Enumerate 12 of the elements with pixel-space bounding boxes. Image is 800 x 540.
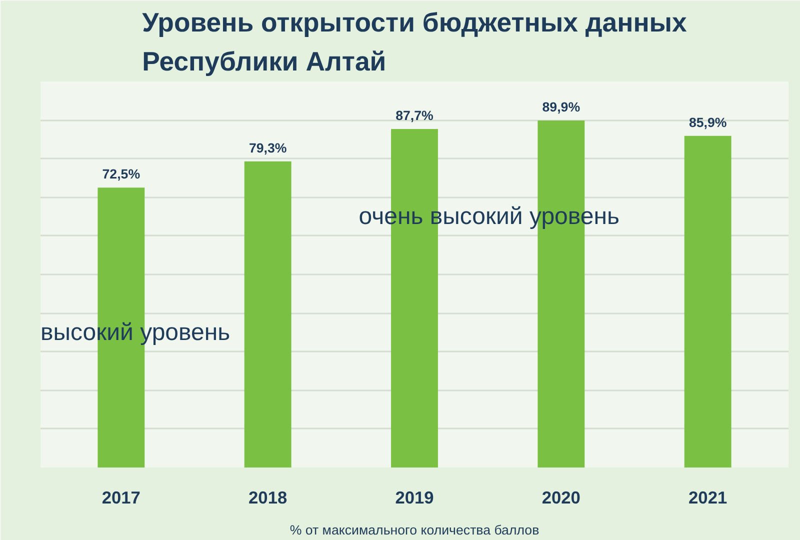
data-label: 89,9% [542, 99, 580, 114]
data-label: 85,9% [688, 114, 727, 130]
data-label: 87,7% [396, 108, 434, 123]
x-tick-label: 2020 [542, 488, 580, 508]
x-tick-label: 2017 [102, 488, 140, 508]
x-axis-title: % от максимального количества баллов [290, 522, 540, 538]
data-label: 79,3% [248, 140, 287, 156]
x-tick-label: 2021 [688, 488, 728, 508]
data-label: 72,5% [102, 166, 140, 182]
chart-title: Уровень открытости бюджетных данных Республики Алтай [142, 8, 688, 76]
x-tick-label: 2018 [248, 488, 288, 508]
x-tick-label: 2019 [395, 488, 434, 508]
